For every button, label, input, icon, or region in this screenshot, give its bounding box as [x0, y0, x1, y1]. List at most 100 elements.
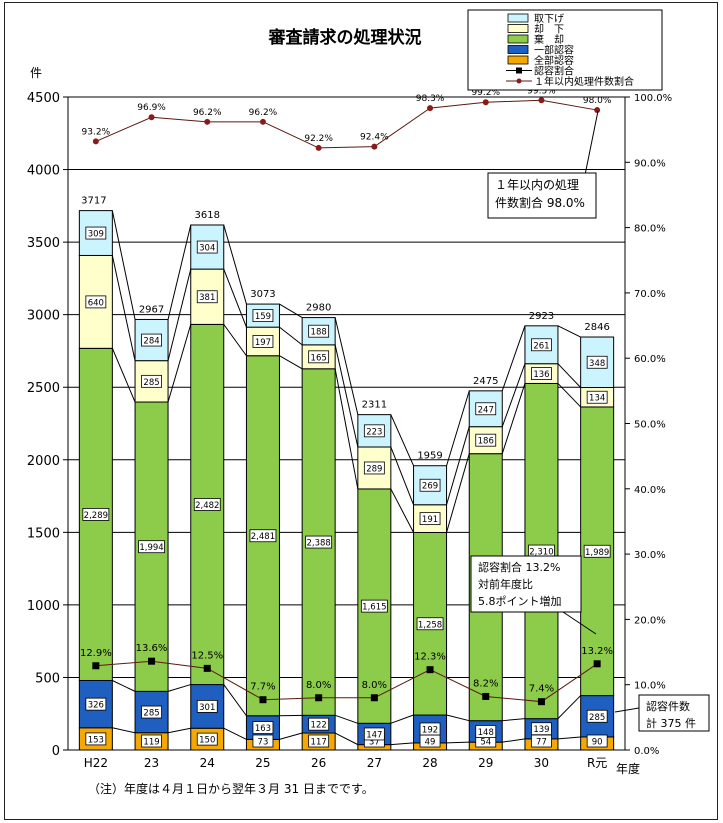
- connector-line: [557, 695, 582, 720]
- approval-rate-label: 8.2%: [473, 678, 498, 689]
- within-year-point: [371, 143, 378, 150]
- approval-rate-label: 13.2%: [581, 646, 613, 657]
- value-box: [308, 324, 330, 338]
- legend-label: 全部認容: [534, 54, 574, 67]
- y-tick-label: 2500: [27, 381, 60, 396]
- bar-segment: [468, 390, 503, 428]
- value-box: [252, 309, 274, 323]
- value-box: [196, 240, 218, 254]
- bar-value-label: 285: [589, 713, 605, 723]
- bar-value-label: 134: [589, 394, 605, 404]
- connector-line: [334, 714, 359, 724]
- bar-value-label: 247: [478, 405, 494, 415]
- connector-line: [279, 303, 303, 318]
- approval-rate-label: 8.0%: [362, 680, 387, 691]
- within-year-label: 98.3%: [416, 94, 445, 104]
- connector-line: [279, 326, 303, 346]
- bar-value-label: 326: [88, 701, 104, 711]
- value-box: [138, 540, 165, 554]
- x-tick-label: 24: [200, 756, 215, 770]
- y2-tick-label: 60.0%: [634, 354, 666, 365]
- bar-value-label: 159: [255, 312, 271, 322]
- value-box: [360, 599, 388, 613]
- annotation-approval-text: 認容割合 13.2%: [478, 560, 560, 574]
- x-tick-label: 27: [367, 756, 382, 770]
- legend-label: 一部認容: [534, 44, 574, 57]
- connector-line: [223, 224, 247, 305]
- connector-line: [502, 738, 526, 743]
- connector-line: [446, 390, 470, 466]
- value-box: [308, 734, 330, 748]
- y-tick-label: 4500: [27, 91, 60, 106]
- y2-tick-label: 90.0%: [634, 158, 666, 169]
- value-box: [305, 535, 333, 549]
- within-year-label: 99.5%: [527, 86, 556, 96]
- bar-value-label: 309: [88, 230, 104, 240]
- value-box: [193, 498, 221, 511]
- connector-line: [167, 727, 191, 734]
- connector-line: [112, 680, 136, 692]
- value-box: [416, 617, 444, 631]
- connector-line: [223, 324, 247, 357]
- connector-line: [501, 325, 526, 392]
- connector-line: [446, 714, 470, 722]
- annotation-approval-count-text: 認容件数: [646, 699, 690, 713]
- approval-rate-label: 13.6%: [136, 643, 168, 654]
- value-box: [308, 350, 330, 364]
- approval-rate-point: [370, 694, 378, 702]
- y2-tick-label: 70.0%: [634, 289, 666, 300]
- connector-line: [334, 317, 359, 415]
- connector-line: [223, 727, 247, 740]
- bar-value-label: 2,482: [195, 501, 219, 511]
- bar-value-label: 2,289: [84, 511, 108, 521]
- within-year-label: 96.2%: [193, 108, 222, 118]
- annotation-approval-box: [470, 555, 582, 613]
- y2-tick-label: 40.0%: [634, 485, 666, 496]
- bar-value-label: 148: [478, 728, 494, 738]
- bar-value-label: 640: [88, 298, 104, 308]
- bar-value-label: 285: [143, 378, 159, 388]
- connector-line: [502, 718, 525, 722]
- bar-value-label: 37: [369, 738, 380, 748]
- x-tick-label: 30: [534, 756, 549, 770]
- approval-rate-label: 12.9%: [80, 648, 112, 659]
- connector-line: [390, 714, 414, 724]
- value-box: [82, 508, 110, 521]
- connector-line: [167, 324, 192, 403]
- value-box: [196, 290, 218, 304]
- legend-marker: [516, 78, 522, 84]
- within-year-label: 98.0%: [583, 96, 612, 106]
- line-within-year-rate: [95, 99, 598, 149]
- within-year-point: [427, 105, 434, 112]
- bar-value-label: 186: [478, 437, 494, 447]
- approval-rate-label: 7.7%: [250, 682, 275, 693]
- connector-line: [334, 368, 359, 490]
- chart-frame: [4, 2, 718, 820]
- bar-value-label: 301: [199, 703, 215, 713]
- annotation-approval-leader: [559, 609, 597, 635]
- bar-value-label: 136: [533, 370, 549, 380]
- bar-value-label: 73: [258, 738, 269, 748]
- connector-line: [111, 210, 136, 320]
- value-box: [363, 727, 385, 741]
- legend-label: 認容割合: [534, 65, 574, 78]
- bar-value-label: 197: [255, 338, 271, 348]
- total-label: 3618: [195, 210, 220, 221]
- connector-line: [446, 453, 470, 533]
- within-year-point: [538, 97, 545, 104]
- value-box: [249, 529, 277, 543]
- x-tick-label: H22: [84, 756, 108, 770]
- annotation-approval-count-text: 計 375 件: [646, 716, 696, 730]
- bar-value-label: 192: [422, 725, 438, 735]
- annotation-within-year-box: [487, 172, 597, 219]
- bar-value-label: 2,310: [529, 548, 553, 558]
- chart-title: 審査請求の処理状況: [268, 27, 422, 48]
- bar-value-label: 1,994: [139, 543, 163, 553]
- annotation-within-year-text: 件数割合 98.0%: [495, 195, 585, 210]
- y2-tick-label: 10.0%: [634, 681, 666, 692]
- bar-value-label: 117: [311, 738, 327, 748]
- y2-tick-label: 30.0%: [634, 550, 666, 561]
- connector-line: [334, 732, 359, 746]
- legend-swatch: [507, 34, 529, 44]
- x-tick-label: 28: [422, 756, 437, 770]
